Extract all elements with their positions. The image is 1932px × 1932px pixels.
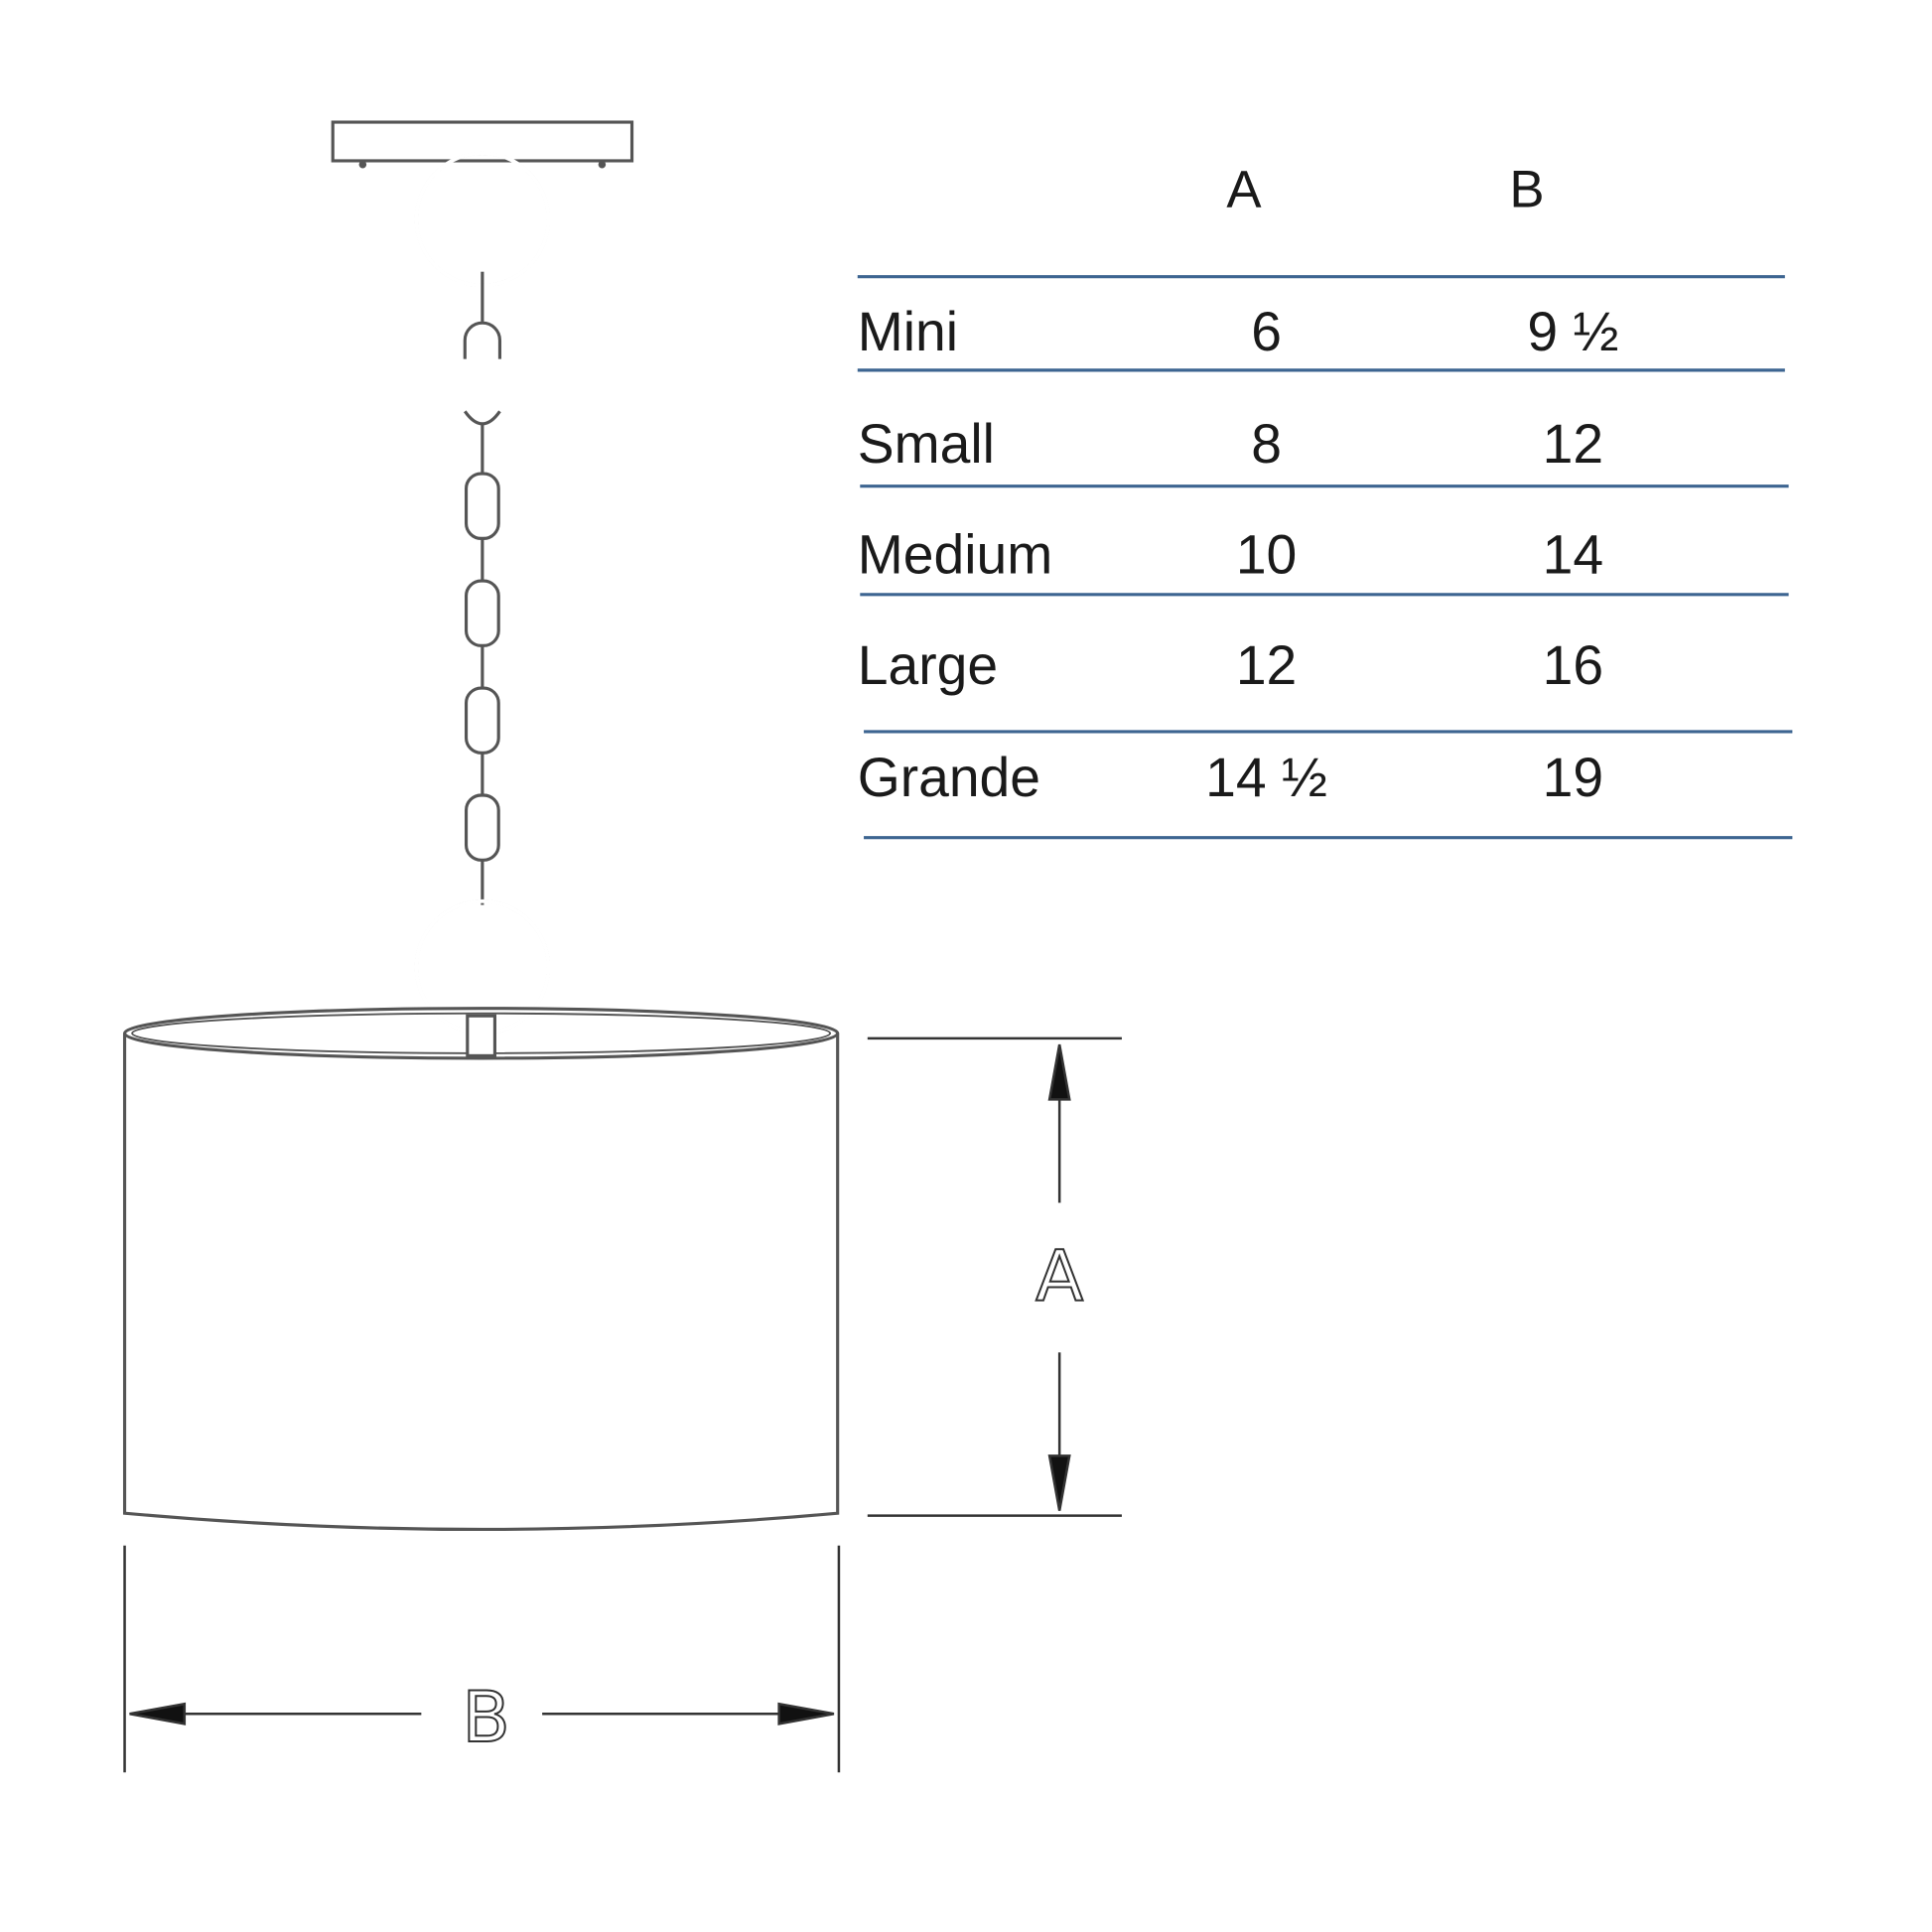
dimension-b: 9 ½ — [1527, 301, 1618, 362]
dimension-a: 14 ½ — [1205, 747, 1327, 808]
height-dimension — [867, 1036, 1122, 1517]
width-dimension — [123, 1545, 841, 1773]
size-name: Large — [858, 634, 998, 696]
size-name: Grande — [858, 747, 1040, 808]
dimension-b: 12 — [1543, 413, 1603, 475]
height-label: A — [1035, 1235, 1083, 1316]
size-name: Small — [858, 413, 995, 475]
dimension-b: 16 — [1543, 634, 1603, 696]
table-row: Grande 14 ½ 19 — [858, 747, 1603, 808]
dimension-a: 6 — [1251, 301, 1282, 362]
column-header-a: A — [1226, 160, 1262, 218]
dimension-b: 14 — [1543, 524, 1603, 586]
dimension-a: 10 — [1236, 524, 1297, 586]
table-row: Large 12 16 — [858, 634, 1603, 696]
chain — [463, 271, 502, 905]
table-row: Small 8 12 — [858, 413, 1603, 475]
table-row: Medium 10 14 — [858, 524, 1603, 586]
ceiling-canopy — [331, 120, 634, 163]
dimension-b: 19 — [1543, 747, 1603, 808]
table-row: Mini 6 9 ½ — [858, 301, 1619, 362]
width-label: B — [463, 1677, 510, 1758]
dimension-a: 8 — [1251, 413, 1282, 475]
size-name: Medium — [858, 524, 1052, 586]
dimension-a: 12 — [1236, 634, 1297, 696]
size-table: A B Mini 6 9 ½ Small 8 12 Medium 10 14 L… — [858, 160, 1793, 840]
size-name: Mini — [858, 301, 958, 362]
column-header-b: B — [1509, 160, 1544, 218]
pendant-drawing — [122, 120, 840, 1532]
drum-shade — [122, 1007, 840, 1532]
